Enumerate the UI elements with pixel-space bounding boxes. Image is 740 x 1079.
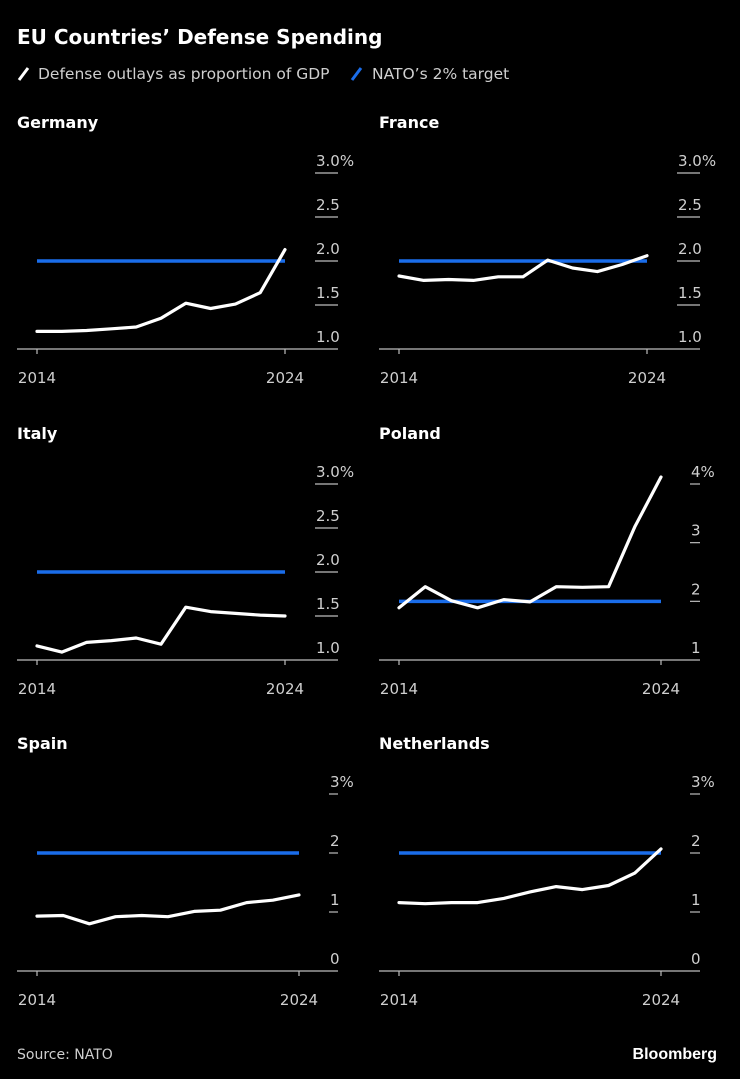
chart-title: EU Countries’ Defense Spending (17, 25, 382, 49)
y-tick-label: 0 (330, 950, 340, 968)
y-tick-label: 0 (691, 950, 701, 968)
y-tick-label: 2.5 (316, 507, 340, 525)
y-tick-label: 2 (691, 580, 701, 598)
y-tick-label: 2 (330, 832, 340, 850)
defense-outlays-line (35, 605, 287, 654)
y-tick-label: 2.0 (316, 240, 340, 258)
y-tick-label: 1 (691, 639, 701, 657)
legend-label-outlays: Defense outlays as proportion of GDP (38, 65, 330, 83)
x-tick-label: 2024 (280, 991, 318, 1009)
y-tick-label: 3.0% (316, 463, 354, 481)
panel-france: France 1.0 1.5 2.0 2.5 3.0% 2014 2024 (379, 113, 716, 387)
panel-germany: Germany 1.0 1.5 2.0 2.5 3.0% 2014 2024 (17, 113, 354, 387)
x-tick-label: 2014 (380, 369, 418, 387)
y-tick-label: 3.0% (316, 152, 354, 170)
panels: Germany 1.0 1.5 2.0 2.5 3.0% 2014 2024 France 1.0… (17, 113, 716, 1009)
y-tick-label: 1 (691, 891, 701, 909)
y-tick-label: 1.5 (316, 595, 340, 613)
panel-title: Netherlands (379, 734, 490, 753)
x-tick-label: 2014 (18, 369, 56, 387)
defense-outlays-line (35, 248, 287, 333)
y-tick-label: 2.5 (678, 196, 702, 214)
y-tick-label: 1.5 (316, 284, 340, 302)
y-tick-label: 4% (691, 463, 715, 481)
panel-title: Spain (17, 734, 68, 753)
x-tick-label: 2024 (628, 369, 666, 387)
y-tick-label: 1.0 (316, 328, 340, 346)
y-tick-label: 1 (330, 891, 340, 909)
y-tick-label: 2.0 (678, 240, 702, 258)
legend-label-target: NATO’s 2% target (372, 65, 509, 83)
panel-title: France (379, 113, 439, 132)
defense-outlays-line (397, 475, 663, 610)
panel-spain: Spain 0 1 2 3% 2014 2024 (17, 734, 354, 1009)
panel-poland: Poland 1 2 3 4% 2014 2024 (379, 424, 715, 698)
x-tick-label: 2024 (266, 680, 304, 698)
y-tick-label: 3% (330, 773, 354, 791)
y-tick-label: 3 (691, 522, 701, 540)
panel-title: Italy (17, 424, 58, 443)
y-tick-label: 1.0 (678, 328, 702, 346)
defense-outlays-line (35, 893, 301, 926)
x-tick-label: 2014 (380, 680, 418, 698)
x-tick-label: 2014 (18, 991, 56, 1009)
x-tick-label: 2014 (18, 680, 56, 698)
y-tick-label: 3.0% (678, 152, 716, 170)
legend-swatch-outlays (17, 67, 30, 81)
x-tick-label: 2024 (642, 991, 680, 1009)
x-tick-label: 2024 (642, 680, 680, 698)
y-tick-label: 3% (691, 773, 715, 791)
legend-swatch-target (350, 67, 363, 81)
bloomberg-logo: Bloomberg (633, 1046, 717, 1063)
panel-netherlands: Netherlands 0 1 2 3% 2014 2024 (379, 734, 715, 1009)
panel-title: Germany (17, 113, 99, 132)
panel-italy: Italy 1.0 1.5 2.0 2.5 3.0% 2014 2024 (17, 424, 354, 698)
y-tick-label: 1.0 (316, 639, 340, 657)
x-tick-label: 2024 (266, 369, 304, 387)
y-tick-label: 2.5 (316, 196, 340, 214)
panel-title: Poland (379, 424, 441, 443)
defense-outlays-line (397, 847, 663, 906)
source-note: Source: NATO (17, 1047, 113, 1063)
defense-outlays-line (397, 254, 649, 282)
y-tick-label: 1.5 (678, 284, 702, 302)
x-tick-label: 2014 (380, 991, 418, 1009)
legend: Defense outlays as proportion of GDP NAT… (17, 65, 509, 83)
y-tick-label: 2.0 (316, 551, 340, 569)
y-tick-label: 2 (691, 832, 701, 850)
